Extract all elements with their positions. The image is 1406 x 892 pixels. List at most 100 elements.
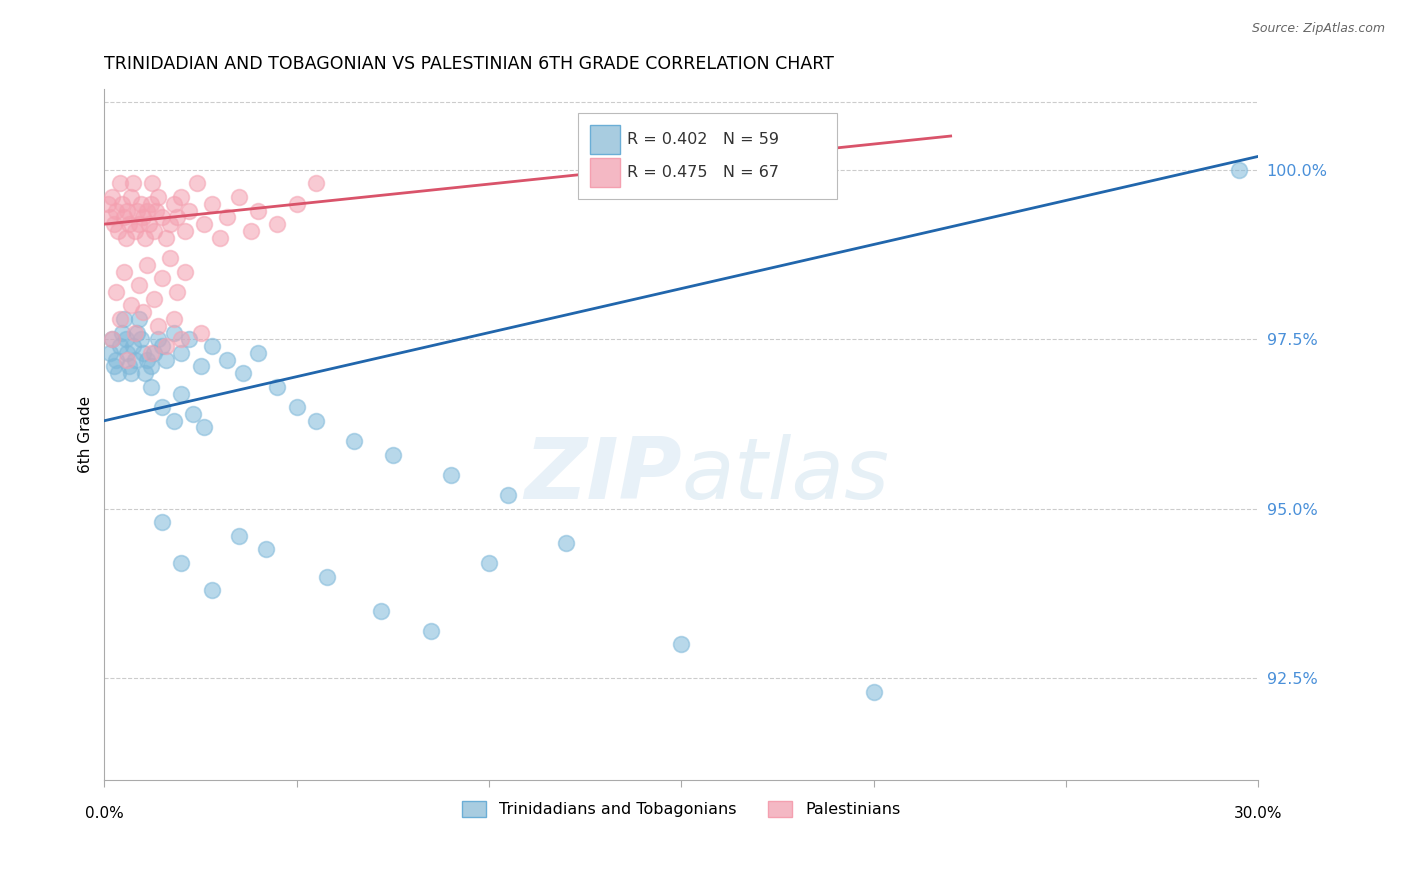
Point <box>186 177 208 191</box>
Point <box>150 400 173 414</box>
Point <box>232 366 254 380</box>
Point <box>148 318 170 333</box>
Y-axis label: 6th Grade: 6th Grade <box>79 396 93 473</box>
Point <box>117 346 139 360</box>
Point <box>111 326 134 340</box>
Point <box>170 190 193 204</box>
Point <box>1227 162 1250 177</box>
Point <box>285 196 308 211</box>
Point <box>104 285 127 299</box>
Point <box>104 203 127 218</box>
Point <box>139 359 162 374</box>
FancyBboxPatch shape <box>591 158 620 186</box>
Point <box>112 211 135 225</box>
Point <box>148 332 170 346</box>
Point <box>145 203 167 218</box>
Point <box>555 535 578 549</box>
Point <box>316 569 339 583</box>
Point <box>112 312 135 326</box>
Point <box>217 352 239 367</box>
Point <box>305 177 328 191</box>
Point <box>478 556 501 570</box>
Point <box>108 339 131 353</box>
Text: R = 0.475   N = 67: R = 0.475 N = 67 <box>627 165 779 180</box>
Text: 0.0%: 0.0% <box>84 805 124 821</box>
Point <box>135 352 157 367</box>
Point <box>166 285 188 299</box>
Point <box>143 224 166 238</box>
Point <box>129 332 152 346</box>
Point <box>155 339 177 353</box>
Text: atlas: atlas <box>682 434 890 517</box>
FancyBboxPatch shape <box>578 112 837 199</box>
Point <box>266 380 288 394</box>
Legend: Trinidadians and Tobagonians, Palestinians: Trinidadians and Tobagonians, Palestinia… <box>456 795 907 824</box>
Point <box>128 312 150 326</box>
Point <box>108 312 131 326</box>
Point <box>143 292 166 306</box>
Point <box>254 542 277 557</box>
Point <box>174 264 197 278</box>
Point <box>125 326 148 340</box>
Text: Source: ZipAtlas.com: Source: ZipAtlas.com <box>1251 22 1385 36</box>
Point <box>125 203 148 218</box>
Point <box>190 359 212 374</box>
Point <box>104 352 127 367</box>
Point <box>139 346 162 360</box>
Point <box>671 637 693 651</box>
Point <box>193 420 215 434</box>
Point <box>381 448 404 462</box>
Point <box>159 217 181 231</box>
Point <box>101 332 124 346</box>
Point <box>228 529 250 543</box>
Point <box>201 583 224 598</box>
Point <box>108 177 131 191</box>
Point <box>139 196 162 211</box>
Point <box>201 339 224 353</box>
Point <box>228 190 250 204</box>
Text: ZIP: ZIP <box>524 434 682 517</box>
Point <box>103 217 125 231</box>
Point <box>177 203 200 218</box>
Point <box>118 359 141 374</box>
Point <box>155 230 177 244</box>
Point <box>143 346 166 360</box>
Point <box>98 211 121 225</box>
Point <box>141 177 163 191</box>
Point <box>134 230 156 244</box>
Point <box>150 339 173 353</box>
Point <box>117 352 139 367</box>
Point <box>201 196 224 211</box>
Point <box>124 352 146 367</box>
Point <box>166 211 188 225</box>
Point <box>114 332 136 346</box>
Point <box>120 366 142 380</box>
Point <box>120 298 142 312</box>
Point <box>128 278 150 293</box>
Point <box>101 332 124 346</box>
Point <box>247 346 270 360</box>
Point <box>120 190 142 204</box>
Point <box>107 224 129 238</box>
Point <box>193 217 215 231</box>
Point <box>439 467 461 482</box>
Point <box>122 339 145 353</box>
Point <box>107 366 129 380</box>
Point <box>132 346 155 360</box>
Point <box>118 217 141 231</box>
Point <box>134 366 156 380</box>
Point <box>117 203 139 218</box>
Point <box>103 359 125 374</box>
FancyBboxPatch shape <box>591 125 620 153</box>
Point <box>162 196 184 211</box>
Point <box>112 264 135 278</box>
Point <box>129 196 152 211</box>
Point <box>150 516 173 530</box>
Point <box>114 230 136 244</box>
Point <box>285 400 308 414</box>
Point <box>862 685 884 699</box>
Point <box>162 312 184 326</box>
Point <box>139 380 162 394</box>
Point <box>343 434 366 448</box>
Point <box>370 603 392 617</box>
